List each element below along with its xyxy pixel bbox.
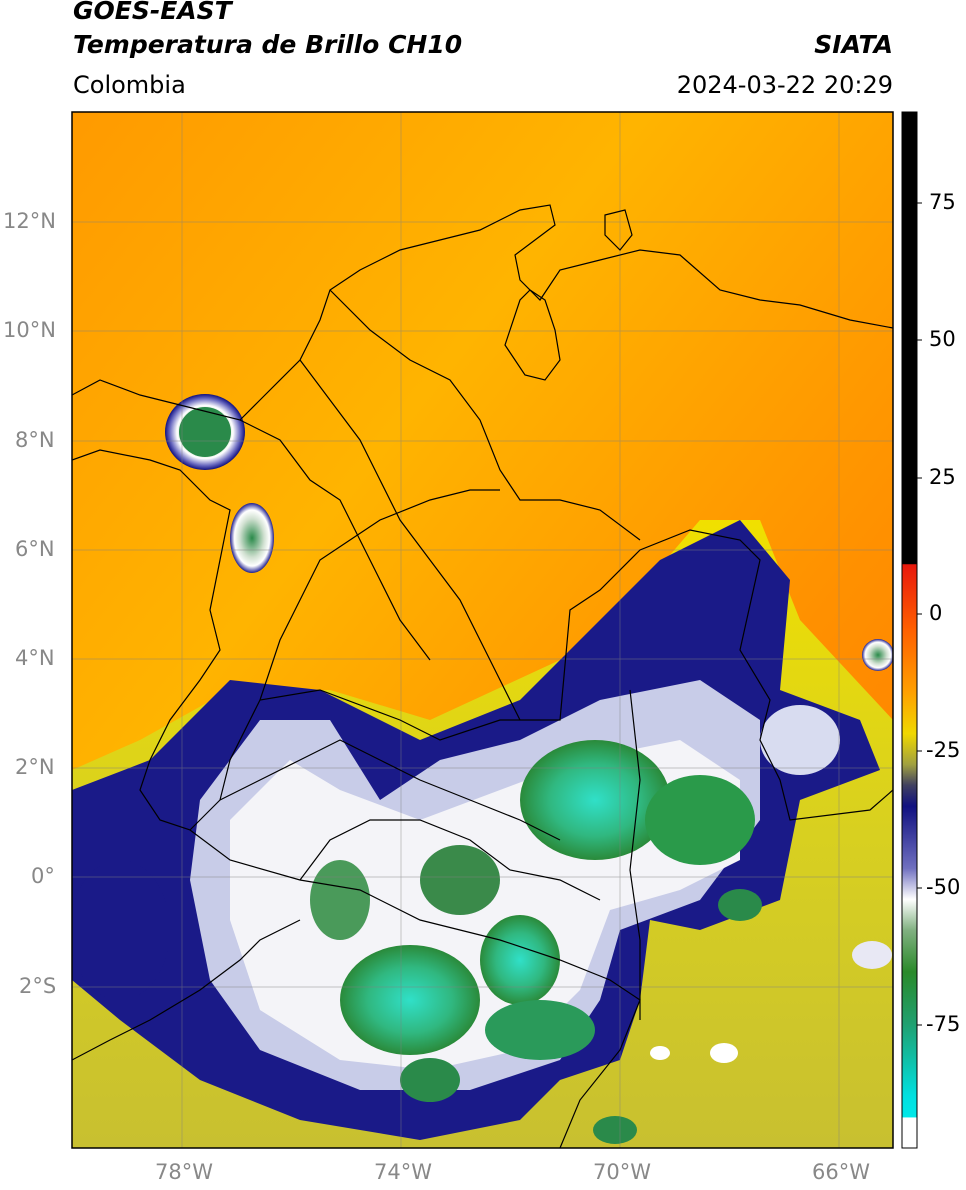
borders — [72, 204, 893, 1148]
colorbar-tick-75: 75 — [929, 190, 956, 214]
lat-tick-0: 0° — [31, 864, 55, 888]
lat-tick-6n: 6°N — [15, 537, 55, 561]
lat-tick-12n: 12°N — [3, 209, 56, 233]
satellite-title: GOES-EAST — [73, 0, 232, 25]
colorbar-tick-0: 0 — [929, 601, 943, 625]
colorbar-tick-neg50: -50 — [926, 875, 961, 899]
product-title: Temperatura de Brillo CH10 — [73, 30, 463, 59]
colorbar-tick-neg25: -25 — [926, 738, 961, 762]
region-label: Colombia — [73, 71, 186, 99]
lat-tick-2n: 2°N — [15, 755, 55, 779]
lon-tick-74w: 74°W — [374, 1160, 432, 1184]
colorbar-tick-neg75: -75 — [926, 1012, 961, 1036]
colorbar-tick-25: 25 — [929, 465, 956, 489]
lat-tick-4n: 4°N — [15, 646, 55, 670]
colorbar-tick-50: 50 — [929, 327, 956, 351]
agency-label: SIATA — [814, 30, 893, 59]
timestamp-label: 2024-03-22 20:29 — [676, 71, 893, 99]
lon-tick-78w: 78°W — [155, 1160, 213, 1184]
lat-tick-8n: 8°N — [15, 428, 55, 452]
imagery-layer — [72, 112, 893, 1148]
lon-tick-66w: 66°W — [812, 1160, 870, 1184]
graticule — [72, 112, 893, 1148]
lat-tick-2s: 2°S — [19, 974, 57, 998]
lat-tick-10n: 10°N — [3, 318, 56, 342]
colorbar-ticks — [917, 202, 922, 1026]
lon-tick-70w: 70°W — [593, 1160, 651, 1184]
plot-frame — [71, 111, 894, 1149]
colorbar — [901, 111, 918, 1149]
